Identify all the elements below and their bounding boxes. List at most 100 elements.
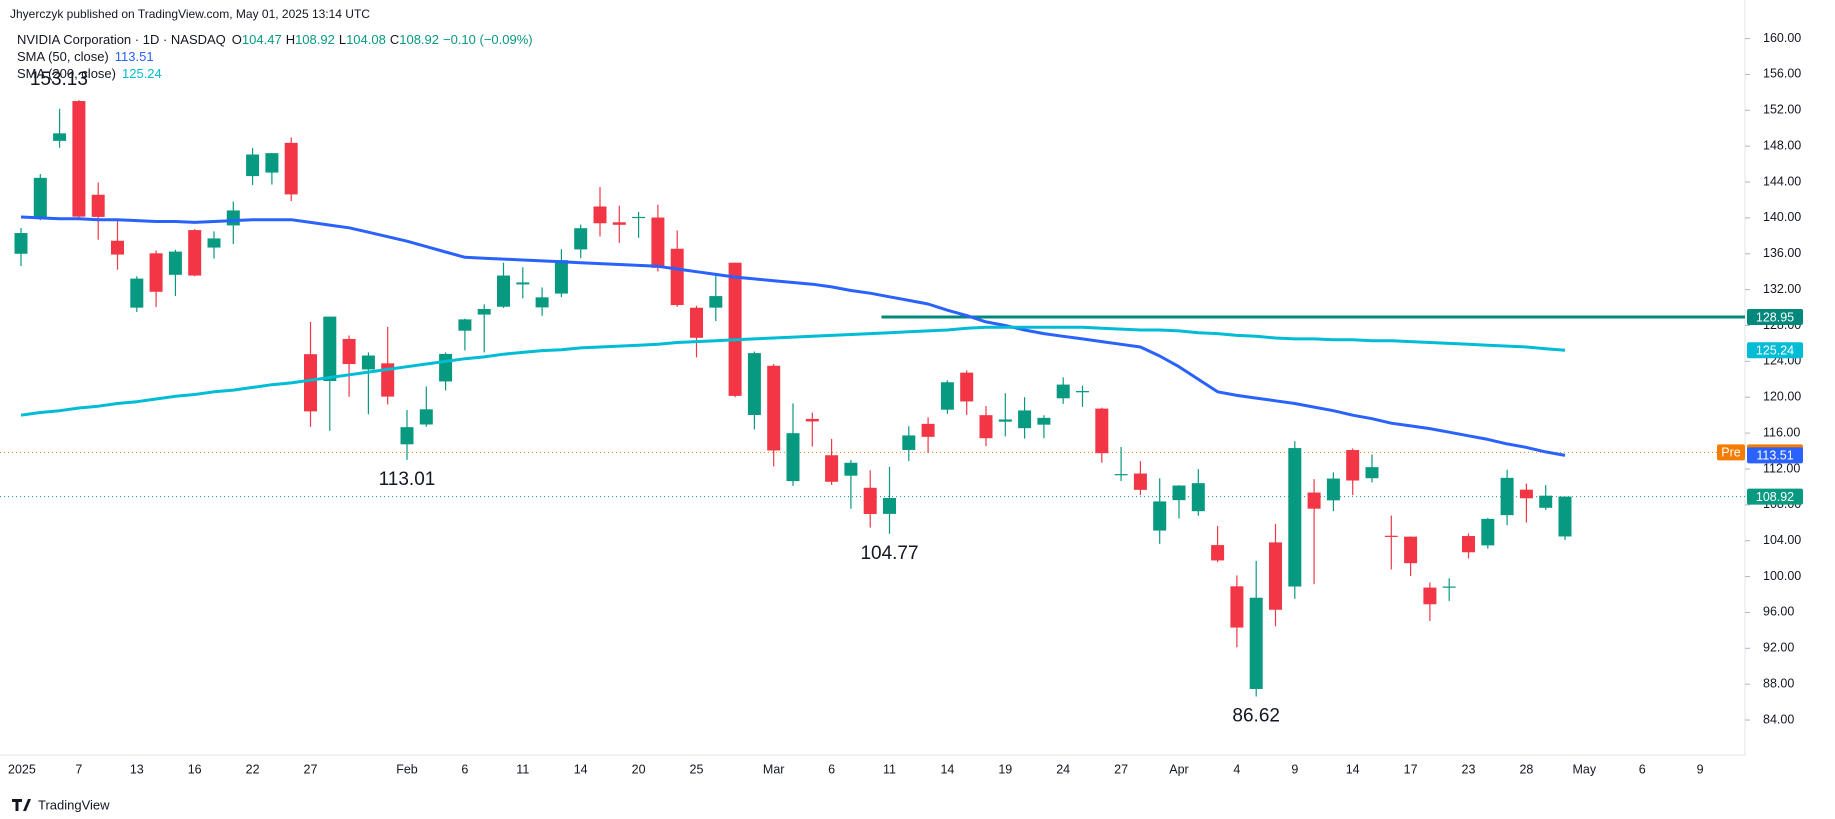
quote-value: 104.47 <box>242 32 282 47</box>
candle-body <box>670 248 684 306</box>
candle-body <box>1230 586 1244 628</box>
footer-logo: TradingView <box>38 797 110 812</box>
candle-body <box>1558 496 1572 537</box>
x-tick-label: 16 <box>188 762 202 776</box>
candle-body <box>439 353 453 382</box>
x-tick-label: 2025 <box>8 762 36 776</box>
candle-body <box>1269 542 1282 610</box>
y-tick-label: 104.00 <box>1763 533 1801 547</box>
candle-body <box>226 210 240 226</box>
y-tick-label: 132.00 <box>1763 282 1801 296</box>
candle-body <box>1365 467 1379 479</box>
candle-body <box>458 319 472 331</box>
candle-body <box>805 418 819 422</box>
candle-body <box>14 233 28 254</box>
y-tick-label: 160.00 <box>1763 31 1801 45</box>
candle-body <box>554 260 568 294</box>
candle-body <box>940 382 954 410</box>
quote-value: 108.92 <box>295 32 335 47</box>
y-tick-label: 156.00 <box>1763 67 1801 81</box>
candle-body <box>130 278 144 308</box>
x-tick-label: 9 <box>1697 762 1704 776</box>
candle-body <box>844 462 858 476</box>
candle-body <box>709 296 723 308</box>
y-tick-label: 96.00 <box>1763 605 1794 619</box>
x-tick-label: 23 <box>1462 762 1476 776</box>
candle-body <box>33 177 47 218</box>
y-tick-label: 148.00 <box>1763 138 1801 152</box>
x-tick-label: 9 <box>1291 762 1298 776</box>
candle-body <box>728 262 742 396</box>
candle-body <box>593 206 607 224</box>
y-tick-label: 100.00 <box>1763 569 1801 583</box>
candle-body <box>1404 536 1418 564</box>
level-tag: 128.95 <box>1756 310 1794 324</box>
extreme-label: 153.13 <box>30 69 88 90</box>
sma-line <box>20 325 1566 417</box>
x-tick-label: 7 <box>75 762 82 776</box>
candle-body <box>72 101 86 217</box>
quote-value: 108.92 <box>399 32 439 47</box>
candle-body <box>574 228 588 250</box>
candle-body <box>1307 492 1321 509</box>
x-tick-label: May <box>1572 762 1596 776</box>
candle-body <box>998 419 1012 422</box>
legend-sma: SMA (50, close) 113.51 <box>17 49 154 64</box>
legend-sma: SMA (200, close) 125.24 <box>17 66 162 81</box>
candle-body <box>400 427 414 445</box>
candle-body <box>535 297 549 308</box>
x-tick-label: Mar <box>763 762 785 776</box>
candle-body <box>651 217 665 268</box>
extreme-label: 113.01 <box>379 469 436 490</box>
candle-body <box>632 216 646 219</box>
candle-body <box>497 275 510 307</box>
x-tick-label: 28 <box>1519 762 1533 776</box>
candle-body <box>419 409 433 425</box>
candle-body <box>149 253 163 292</box>
x-tick-label: 13 <box>130 762 144 776</box>
close-tag-bg <box>1747 488 1803 505</box>
candle-body <box>1442 586 1456 588</box>
candle-body <box>1018 410 1032 429</box>
extreme-label: 104.77 <box>860 543 918 564</box>
candle-body <box>902 435 916 450</box>
y-tick-label: 144.00 <box>1763 174 1801 188</box>
candle-body <box>381 363 395 397</box>
x-tick-label: 11 <box>516 762 529 776</box>
y-tick-label: 92.00 <box>1763 641 1794 655</box>
x-tick-label: 4 <box>1233 762 1240 776</box>
x-tick-label: 20 <box>632 762 646 776</box>
x-tick-label: Apr <box>1169 762 1188 776</box>
candle-body <box>304 354 317 412</box>
y-tick-label: 136.00 <box>1763 246 1801 260</box>
candle-body <box>1114 474 1128 476</box>
candle-body <box>53 133 67 141</box>
candle-body <box>246 154 260 177</box>
legend-main: NVIDIA Corporation · 1D · NASDAQ O104.47 H… <box>17 32 533 47</box>
candle-body <box>1076 391 1089 393</box>
x-tick-label: 6 <box>1639 762 1646 776</box>
candle-body <box>516 282 530 285</box>
publisher-header: Jhyerczyk published on TradingView.com, … <box>10 7 370 21</box>
quote-prefix: C <box>390 32 399 47</box>
candle-body <box>921 423 935 437</box>
candle-body <box>612 222 626 225</box>
x-tick-label: 27 <box>1114 762 1128 776</box>
quote-prefix: O <box>232 32 242 47</box>
quote-value: 104.08 <box>346 32 386 47</box>
x-tick-label: 14 <box>574 762 588 776</box>
x-tick-label: 6 <box>828 762 835 776</box>
candle-body <box>1539 495 1553 508</box>
candle-body <box>767 365 781 451</box>
candle-body <box>361 355 375 370</box>
sma50-tag-bg <box>1747 447 1803 464</box>
x-tick-label: 27 <box>304 762 318 776</box>
candle-body <box>1346 450 1360 481</box>
candle-body <box>1133 473 1147 490</box>
candle-body <box>960 372 974 402</box>
candle-body <box>1211 545 1225 561</box>
candle-body <box>323 316 337 381</box>
candle-body <box>863 487 877 514</box>
y-tick-label: 120.00 <box>1763 390 1801 404</box>
candle-body <box>690 307 703 338</box>
